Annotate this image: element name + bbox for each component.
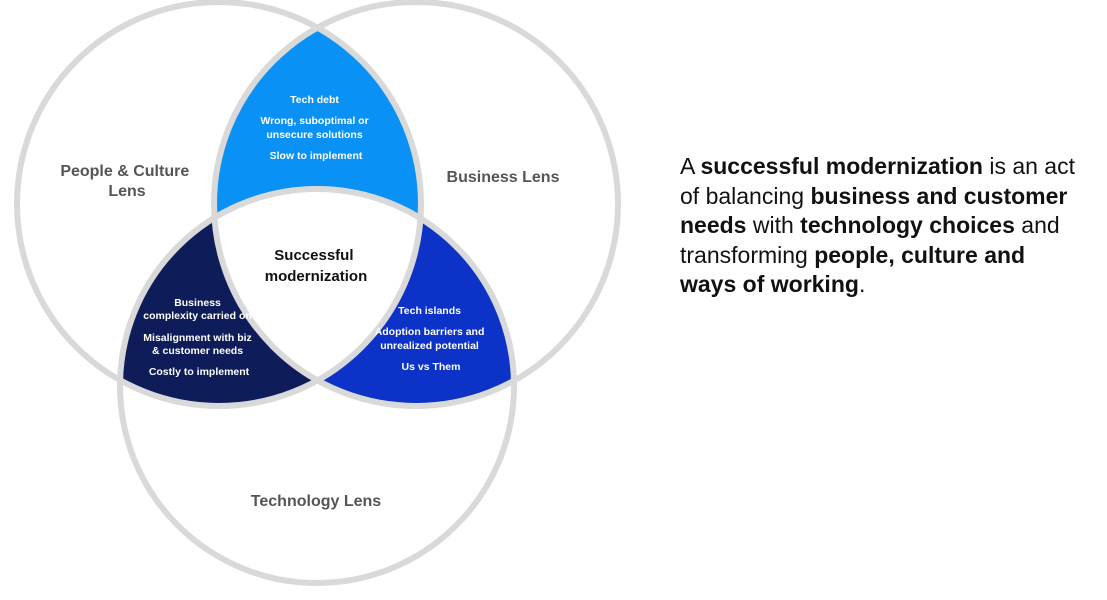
center-line-2: modernization bbox=[265, 268, 368, 285]
misalignment-item-line-2: & customer needs bbox=[152, 345, 243, 357]
tech-islands-item: Tech islands bbox=[398, 305, 461, 317]
adoption-barriers-item-line-2: unrealized potential bbox=[380, 340, 479, 352]
business-technology-text: Tech islands Adoption barriers and unrea… bbox=[375, 305, 488, 373]
statement-segment-bold: people, culture and ways of working bbox=[680, 241, 1026, 298]
statement-segment: A bbox=[680, 153, 701, 179]
center-line-1: Successful bbox=[274, 247, 353, 264]
statement-segment: . bbox=[858, 271, 866, 297]
people-lens-line-1: People & Culture bbox=[60, 163, 189, 180]
people-culture-lens-label: People & Culture Lens bbox=[60, 163, 193, 200]
statement-segment: with bbox=[746, 212, 801, 238]
tech-debt-item: Tech debt bbox=[290, 94, 339, 106]
slow-to-implement-item: Slow to implement bbox=[270, 150, 363, 162]
statement-segment-bold: business and customer needs bbox=[680, 182, 1068, 239]
adoption-barriers-item-line-1: Adoption barriers and bbox=[375, 326, 485, 338]
business-lens-label: Business Lens bbox=[447, 169, 560, 186]
business-circle bbox=[211, 0, 621, 409]
people-lens-line-2: Lens bbox=[108, 183, 145, 200]
people-business-text: Tech debt Wrong, suboptimal or unsecure … bbox=[260, 94, 371, 162]
costly-to-implement-item: Costly to implement bbox=[149, 366, 250, 378]
business-complexity-item-line-2: complexity carried on bbox=[143, 310, 252, 322]
venn-diagram: People & Culture Lens Business Lens Tech… bbox=[14, 0, 621, 586]
statement-segment-bold: technology choices bbox=[800, 212, 1015, 238]
us-vs-them-item: Us vs Them bbox=[402, 361, 461, 373]
technology-lens-line-1: Technology Lens bbox=[251, 493, 381, 510]
misalignment-item-line-1: Misalignment with biz bbox=[143, 332, 252, 344]
technology-circle bbox=[117, 186, 517, 586]
business-lens-line-1: Business Lens bbox=[447, 169, 560, 186]
wrong-solutions-item-line-2: unsecure solutions bbox=[266, 129, 362, 141]
business-complexity-item-line-1: Business bbox=[174, 297, 221, 309]
modernization-statement: A successful modernization is an act of … bbox=[680, 152, 1080, 300]
statement-segment-bold: successful modernization bbox=[700, 153, 983, 179]
wrong-solutions-item-line-1: Wrong, suboptimal or bbox=[260, 115, 368, 127]
statement-segment: and transforming bbox=[680, 212, 1060, 268]
statement-segment: is an act of balancing bbox=[680, 153, 1075, 209]
people-culture-circle bbox=[14, 0, 424, 409]
technology-lens-label: Technology Lens bbox=[251, 493, 381, 510]
center-label: Successful modernization bbox=[265, 247, 368, 285]
people-technology-text: Business complexity carried on Misalignm… bbox=[143, 297, 254, 378]
